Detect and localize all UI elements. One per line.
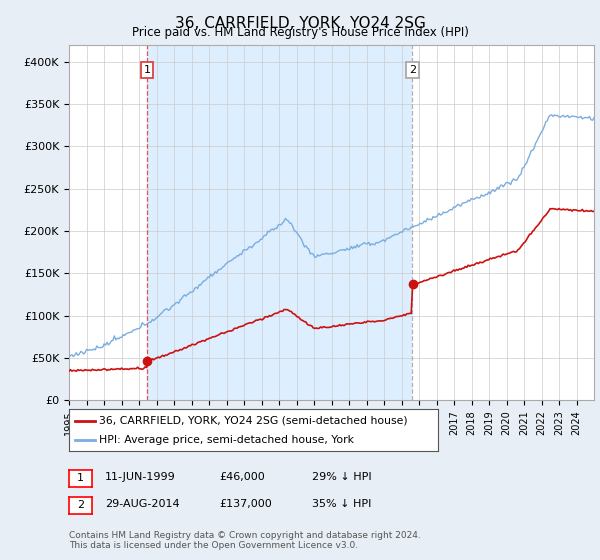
Text: HPI: Average price, semi-detached house, York: HPI: Average price, semi-detached house,… [99, 435, 354, 445]
Text: Price paid vs. HM Land Registry's House Price Index (HPI): Price paid vs. HM Land Registry's House … [131, 26, 469, 39]
Text: £137,000: £137,000 [219, 499, 272, 509]
Text: 11-JUN-1999: 11-JUN-1999 [105, 472, 176, 482]
Bar [147, 45, 412, 400]
Text: 2: 2 [409, 65, 416, 75]
Text: 29% ↓ HPI: 29% ↓ HPI [312, 472, 371, 482]
Text: £46,000: £46,000 [219, 472, 265, 482]
Text: 35% ↓ HPI: 35% ↓ HPI [312, 499, 371, 509]
Text: 36, CARRFIELD, YORK, YO24 2SG: 36, CARRFIELD, YORK, YO24 2SG [175, 16, 425, 31]
Text: 1: 1 [143, 65, 151, 75]
Text: 1: 1 [77, 473, 84, 483]
Text: 36, CARRFIELD, YORK, YO24 2SG (semi-detached house): 36, CARRFIELD, YORK, YO24 2SG (semi-deta… [99, 416, 408, 426]
Text: Contains HM Land Registry data © Crown copyright and database right 2024.
This d: Contains HM Land Registry data © Crown c… [69, 531, 421, 550]
Text: 2: 2 [77, 500, 84, 510]
Text: 29-AUG-2014: 29-AUG-2014 [105, 499, 179, 509]
